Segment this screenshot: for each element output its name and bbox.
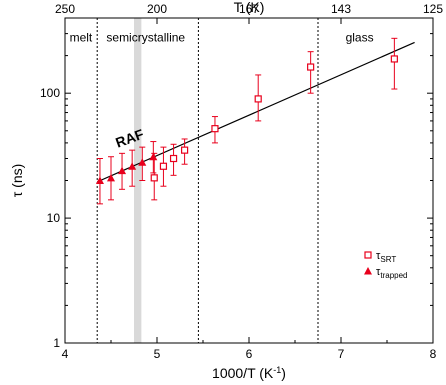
top-tick-label: 200 — [147, 2, 167, 16]
y-tick-label: 10 — [47, 211, 61, 225]
data-point-srt — [307, 63, 315, 71]
legend-label: τtrapped — [376, 266, 408, 280]
legend-marker-srt — [364, 251, 372, 259]
data-point-srt — [150, 174, 158, 182]
top-tick-label: 143 — [331, 2, 351, 16]
legend-label: τSRT — [376, 250, 396, 264]
x-tick-label: 5 — [154, 347, 161, 361]
data-point-srt — [181, 146, 189, 154]
data-point-trapped — [107, 173, 115, 182]
data-point-trapped — [149, 152, 158, 161]
y-axis-title: τ (ns) — [9, 164, 25, 198]
region-label-glass: glass — [346, 30, 374, 44]
top-tick-label: 250 — [55, 2, 75, 16]
data-point-trapped — [138, 158, 147, 166]
data-point-srt — [159, 162, 168, 170]
region-label-semicrystalline: semicrystalline — [106, 30, 185, 44]
x-tick-label: 6 — [246, 347, 253, 361]
top-axis-title: T (K) — [234, 0, 265, 15]
y-tick-label: 100 — [40, 86, 60, 100]
data-point-trapped — [128, 162, 137, 170]
data-point-srt — [254, 95, 262, 103]
plot-frame — [64, 17, 434, 344]
legend-marker-trapped — [364, 267, 372, 275]
top-tick-label: 167 — [239, 2, 259, 16]
x-axis-title: 1000/T (K-1) — [212, 365, 286, 381]
data-point-srt — [169, 154, 178, 163]
raf-shaded-band — [134, 18, 142, 343]
data-point-srt — [211, 125, 219, 133]
x-tick-label: 8 — [430, 347, 437, 361]
data-point-srt — [390, 55, 398, 63]
data-point-trapped — [95, 176, 104, 184]
x-tick-label: 7 — [338, 347, 345, 361]
data-point-trapped — [118, 166, 127, 175]
fit-line — [96, 41, 415, 183]
top-tick-label: 125 — [423, 2, 443, 16]
region-label-melt: melt — [70, 30, 93, 44]
x-tick-label: 4 — [62, 347, 69, 361]
y-tick-label: 1 — [53, 336, 60, 350]
